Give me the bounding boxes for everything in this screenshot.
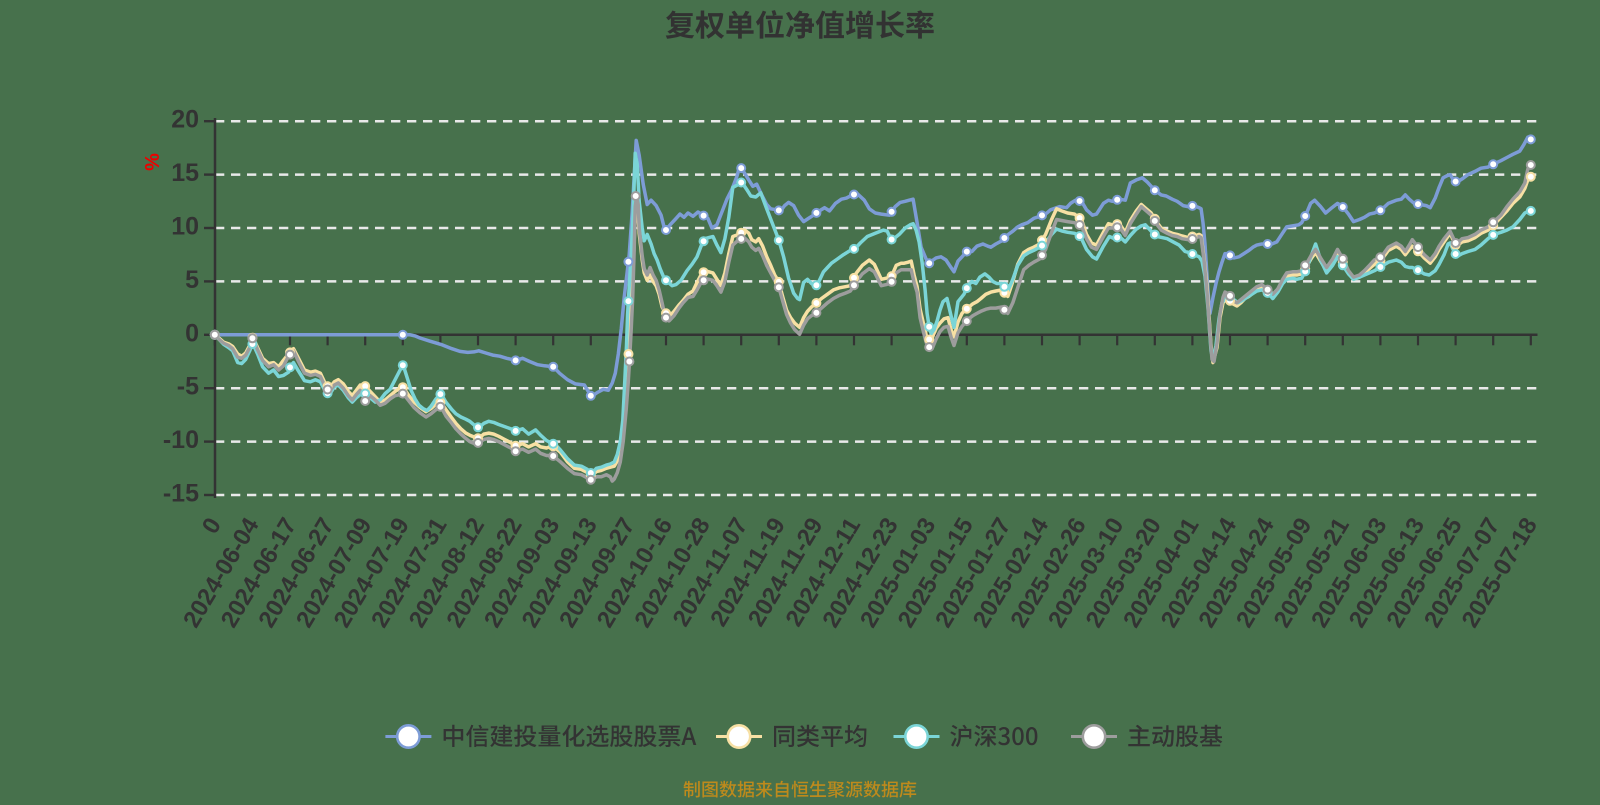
svg-text:-10: -10 xyxy=(163,426,199,454)
svg-text:%: % xyxy=(142,153,164,171)
svg-text:0: 0 xyxy=(185,319,199,347)
svg-text:10: 10 xyxy=(171,213,199,241)
svg-text:20: 20 xyxy=(171,106,199,134)
svg-text:-15: -15 xyxy=(163,480,199,508)
svg-text:15: 15 xyxy=(171,159,199,187)
svg-text:5: 5 xyxy=(185,266,199,294)
svg-text:-5: -5 xyxy=(177,373,199,401)
